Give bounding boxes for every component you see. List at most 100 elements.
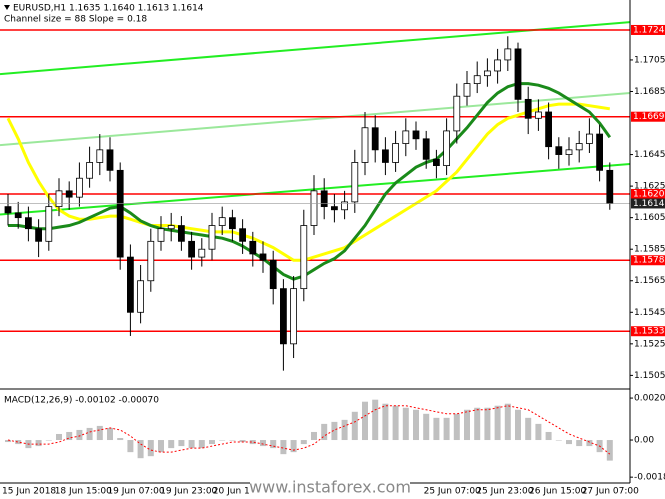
level-label-box bbox=[631, 24, 665, 35]
candle-body bbox=[65, 190, 73, 198]
x-tick-label: 25 Jun 07:00 bbox=[424, 487, 481, 497]
macd-signal bbox=[7, 405, 611, 455]
macd-bar bbox=[137, 440, 144, 459]
candle-body bbox=[14, 212, 22, 219]
macd-bar bbox=[413, 409, 419, 441]
level-label-box bbox=[631, 255, 665, 266]
candle-body bbox=[473, 75, 481, 84]
y-tick-label: 1.1505 bbox=[634, 371, 665, 381]
macd-bar bbox=[209, 440, 215, 445]
candle-body bbox=[545, 111, 552, 148]
watermark-box bbox=[250, 477, 410, 497]
macd-bar bbox=[606, 440, 613, 461]
macd-bar bbox=[576, 440, 583, 447]
macd-bar bbox=[484, 407, 491, 441]
channel-line bbox=[0, 21, 631, 76]
menu-arrow bbox=[4, 5, 10, 10]
candle-body bbox=[392, 143, 400, 163]
candle-body bbox=[535, 111, 542, 119]
macd-bar bbox=[392, 405, 399, 441]
macd-bar bbox=[555, 440, 562, 441]
candle-body bbox=[228, 217, 236, 230]
candle-body bbox=[341, 201, 349, 211]
candle-body bbox=[463, 83, 471, 97]
candle-body bbox=[35, 228, 42, 242]
y-tick-label: 1.1605 bbox=[634, 213, 665, 223]
candle-body bbox=[269, 259, 277, 290]
candle-body bbox=[239, 228, 247, 242]
candle-body bbox=[279, 288, 287, 345]
macd-bar bbox=[566, 440, 572, 445]
macd-title: MACD(12,26,9) -0.00102 -0.00070 bbox=[4, 396, 159, 406]
candle-body bbox=[137, 280, 145, 313]
moving-average bbox=[8, 82, 612, 281]
macd-bar bbox=[158, 440, 164, 453]
macd-bar bbox=[300, 440, 307, 445]
candle-body bbox=[524, 98, 532, 119]
macd-bar bbox=[239, 440, 246, 443]
y-tick-label: 1.1585 bbox=[634, 245, 665, 255]
watermark: www.instaforex.com bbox=[249, 478, 411, 497]
macd-bar bbox=[229, 440, 236, 441]
candle-body bbox=[575, 143, 583, 151]
x-tick-label: 20 Jun 15:00 bbox=[213, 487, 270, 497]
y-tick-label: 1.1645 bbox=[634, 150, 665, 160]
candle-body bbox=[606, 169, 614, 204]
macd-bar bbox=[45, 440, 52, 441]
candle-body bbox=[494, 59, 502, 72]
candle-body bbox=[504, 48, 512, 61]
macd-bar bbox=[188, 440, 195, 449]
macd-bar bbox=[178, 440, 185, 447]
x-tick-label: 19 Jun 07:00 bbox=[107, 487, 164, 497]
candle-body bbox=[300, 225, 308, 290]
y-tick-label: -0.00184 bbox=[634, 473, 665, 483]
x-tick-label: 19 Jun 23:00 bbox=[160, 487, 217, 497]
current-price-label: 1.1614 bbox=[633, 199, 665, 209]
candle-body bbox=[483, 70, 491, 77]
candle-body bbox=[45, 206, 53, 242]
level-label-box bbox=[631, 326, 665, 337]
candle-body bbox=[402, 130, 410, 144]
candle-body bbox=[4, 206, 12, 214]
y-tick-label: 1.1525 bbox=[634, 339, 665, 349]
candle-body bbox=[106, 149, 114, 171]
level-label: 1.1533 bbox=[633, 327, 665, 337]
macd-bar bbox=[198, 440, 205, 449]
macd-bar bbox=[474, 407, 481, 441]
candle-body bbox=[290, 288, 298, 345]
macd-bar bbox=[372, 399, 379, 441]
macd-bar bbox=[321, 423, 328, 441]
candle-body bbox=[381, 149, 389, 163]
candle-body bbox=[412, 130, 420, 140]
candle-body bbox=[443, 130, 451, 167]
y-tick-label: 1.1685 bbox=[634, 87, 665, 97]
x-tick-label: 26 Jun 15:00 bbox=[529, 487, 586, 497]
level-label: 1.1578 bbox=[633, 256, 665, 266]
level-label: 1.1724 bbox=[633, 25, 665, 35]
macd-bar bbox=[270, 440, 277, 449]
macd-bar bbox=[402, 407, 409, 441]
chart-title: EURUSD,H1 1.1635 1.1640 1.1613 1.1614 bbox=[13, 4, 204, 14]
level-label: 1.1620 bbox=[633, 190, 665, 200]
candle-body bbox=[188, 240, 196, 258]
chart-subtitle: Channel size = 88 Slope = 0.18 bbox=[4, 15, 147, 25]
macd-bar bbox=[260, 440, 266, 447]
macd-bar bbox=[535, 423, 542, 441]
macd-bar bbox=[311, 431, 317, 441]
candle-body bbox=[351, 162, 359, 203]
candle-body bbox=[310, 190, 318, 226]
candle-body bbox=[249, 240, 257, 255]
macd-bar bbox=[362, 401, 368, 441]
candle-body bbox=[76, 177, 83, 198]
level-label-box bbox=[631, 189, 665, 199]
candle-body bbox=[555, 146, 563, 155]
candle-body bbox=[198, 248, 206, 258]
macd-bar bbox=[494, 405, 501, 441]
candle-body bbox=[565, 149, 573, 155]
channel-line bbox=[0, 163, 631, 216]
macd-bar bbox=[76, 429, 83, 441]
candle-body bbox=[371, 127, 379, 151]
candle-body bbox=[453, 95, 461, 132]
candle-body bbox=[218, 217, 226, 226]
